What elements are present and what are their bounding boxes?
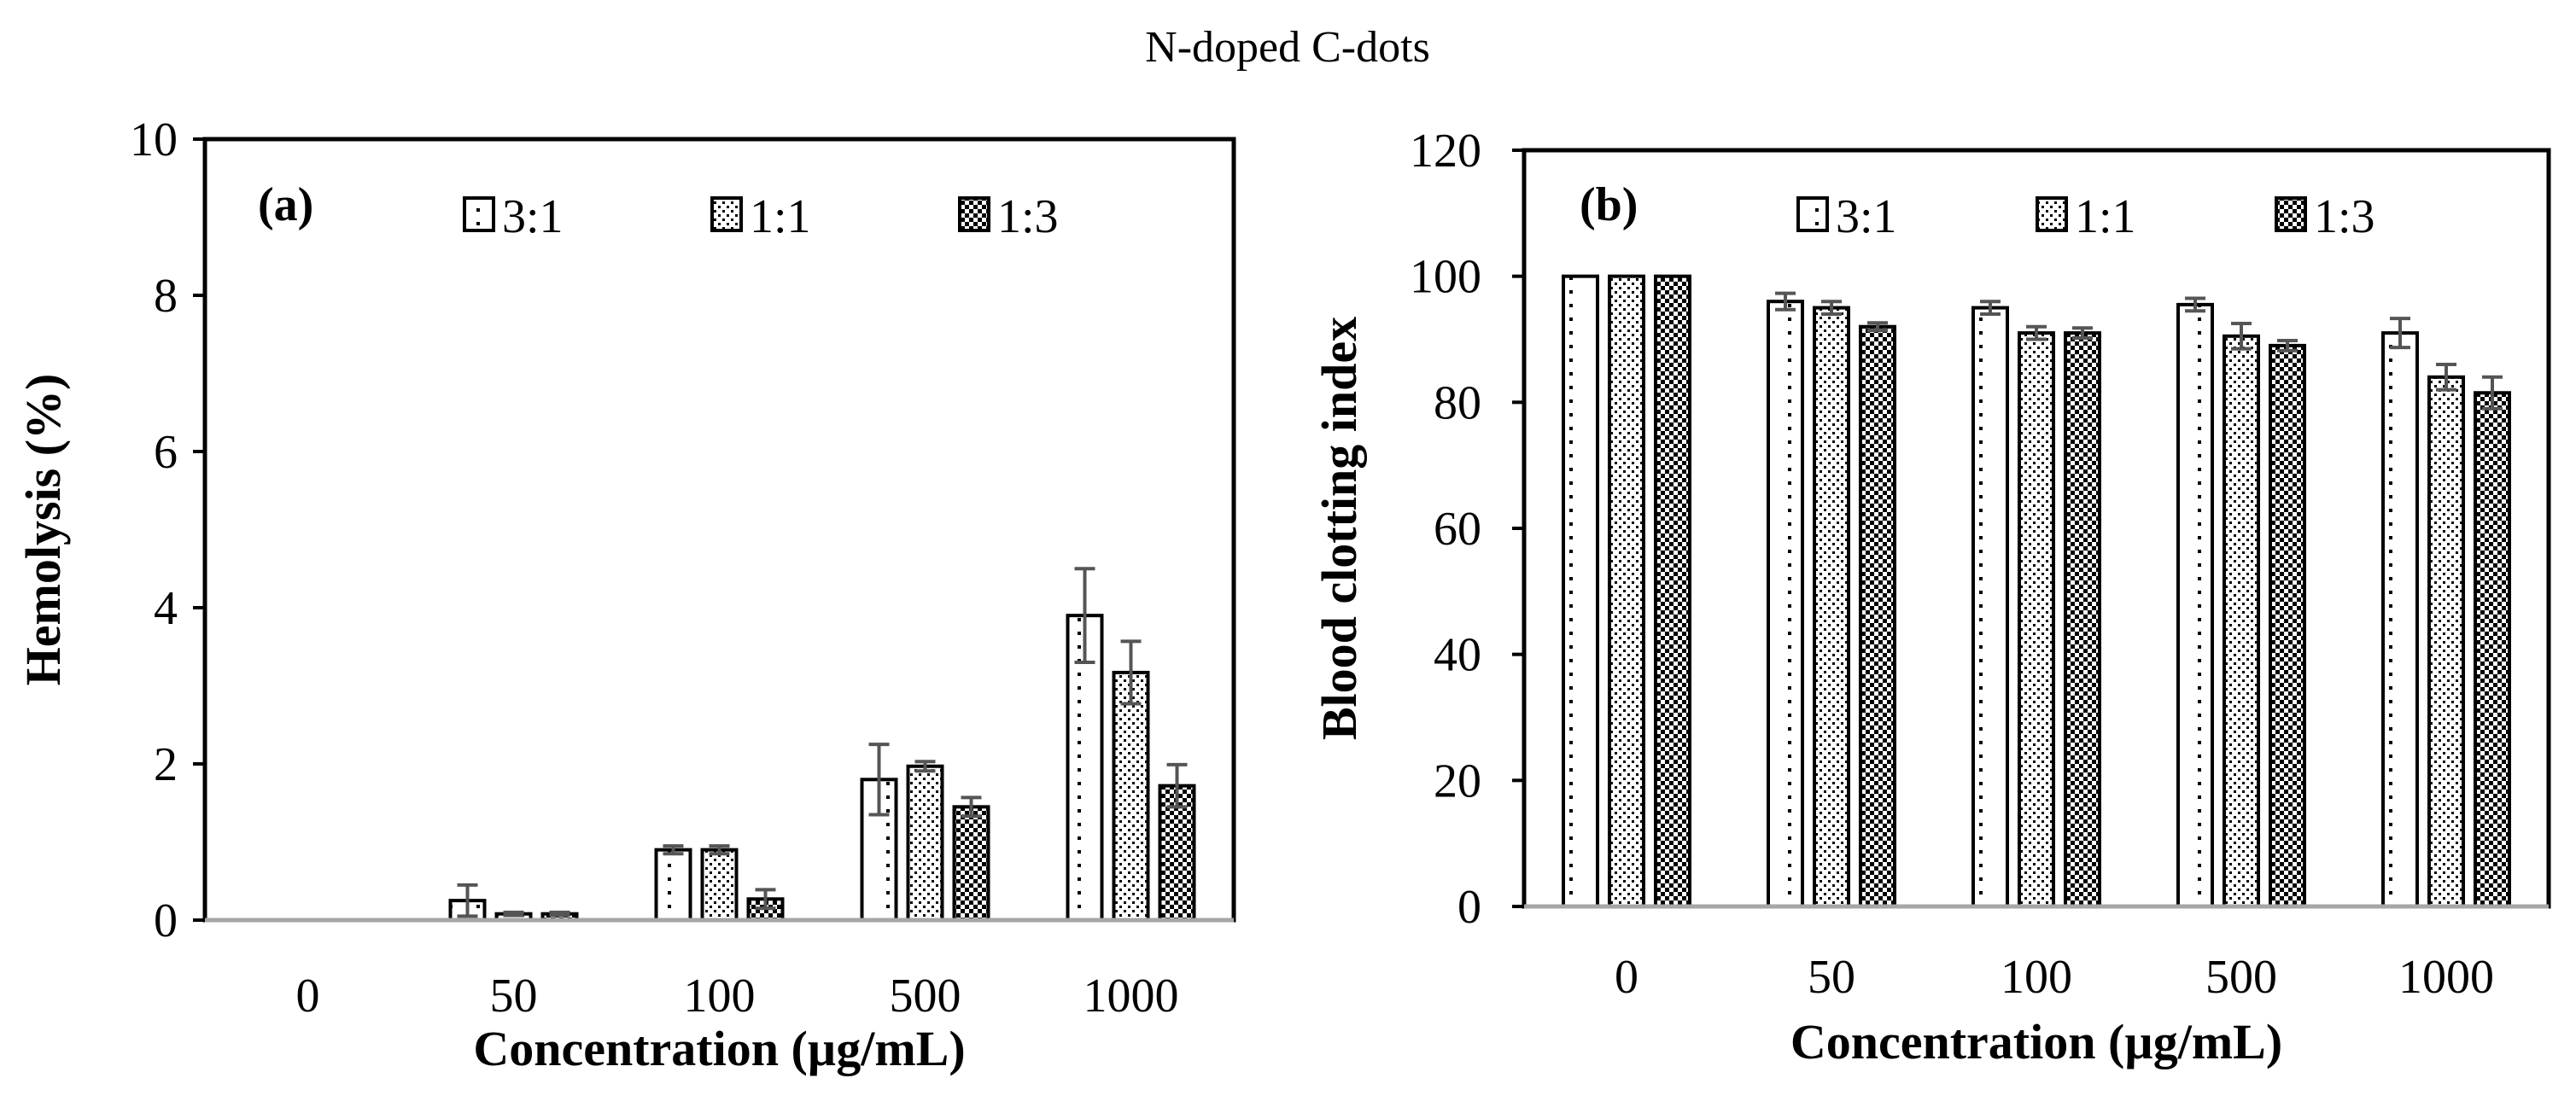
a-ytick-label: 0 [154, 894, 178, 947]
b-ytick-label: 60 [1434, 503, 1481, 556]
a-bar [1112, 670, 1150, 922]
a-ytick-label: 2 [154, 738, 178, 791]
a-bar [700, 848, 739, 923]
a-category-label: 1000 [1084, 970, 1179, 1023]
b-bar [1562, 274, 1599, 908]
b-legend-swatch [2275, 196, 2307, 232]
b-category-label: 500 [2205, 951, 2277, 1004]
a-legend-swatch [463, 196, 495, 232]
a-category-label: 50 [490, 970, 538, 1023]
a-legend-swatch [958, 196, 990, 232]
b-category-label: 50 [1808, 951, 1855, 1004]
a-category-label: 0 [296, 970, 320, 1023]
b-bar [2018, 331, 2055, 909]
b-legend-label: 1:3 [2314, 190, 2375, 243]
a-ytick-label: 10 [130, 114, 178, 166]
b-x-axis-title: Concentration (µg/mL) [1790, 1014, 2282, 1069]
b-bar [1859, 324, 1896, 908]
b-bar [1654, 274, 1691, 908]
b-ytick-label: 120 [1410, 125, 1481, 178]
a-category-label: 500 [890, 970, 961, 1023]
b-legend-swatch [1796, 196, 1829, 232]
b-legend-label: 1:1 [2075, 190, 2136, 243]
a-ytick-label: 4 [154, 582, 178, 635]
a-category-label: 100 [684, 970, 756, 1023]
b-bar [2223, 334, 2260, 908]
b-legend-label: 3:1 [1836, 190, 1897, 243]
a-legend-label: 3:1 [502, 190, 564, 243]
b-ytick-label: 0 [1457, 881, 1481, 934]
a-legend-swatch [710, 196, 743, 232]
chart-panel-b: 0 20 40 60 80 100 120 0 50 100 500 1000 Concentratio… [1311, 125, 2551, 1069]
b-bar [2427, 375, 2465, 908]
b-legend-swatch [2036, 196, 2068, 232]
a-bar [952, 805, 990, 923]
a-ytick-label: 6 [154, 426, 178, 479]
b-category-label: 1000 [2398, 951, 2494, 1004]
figure-title: N-doped C-dots [1145, 23, 1430, 72]
a-plot-frame [202, 137, 1236, 923]
a-panel-label: (a) [258, 178, 313, 231]
a-x-axis-title: Concentration (µg/mL) [473, 1021, 965, 1076]
b-category-label: 100 [2001, 951, 2072, 1004]
b-bar [2064, 331, 2101, 909]
b-bar [1813, 306, 1850, 909]
b-bar [2474, 391, 2511, 908]
b-ytick-label: 80 [1434, 376, 1481, 429]
b-bar [2176, 302, 2214, 908]
b-y-axis-title: Blood clotting index [1311, 317, 1367, 740]
b-ytick-label: 100 [1410, 251, 1481, 304]
b-ytick-label: 40 [1434, 629, 1481, 682]
a-legend-label: 1:1 [750, 190, 811, 243]
b-bar [2269, 343, 2306, 908]
b-ytick-label: 20 [1434, 755, 1481, 807]
a-bar [906, 764, 944, 922]
b-bar [1767, 300, 1804, 908]
a-bar [654, 848, 692, 923]
b-category-label: 0 [1615, 951, 1638, 1004]
b-bar [1971, 306, 2009, 909]
b-bar [1608, 274, 1645, 908]
a-legend-label: 1:3 [997, 190, 1059, 243]
b-bar [2381, 331, 2419, 909]
b-panel-label: (b) [1580, 178, 1638, 231]
a-y-axis-title: Hemolysis (%) [15, 374, 71, 686]
a-ytick-label: 8 [154, 270, 178, 323]
